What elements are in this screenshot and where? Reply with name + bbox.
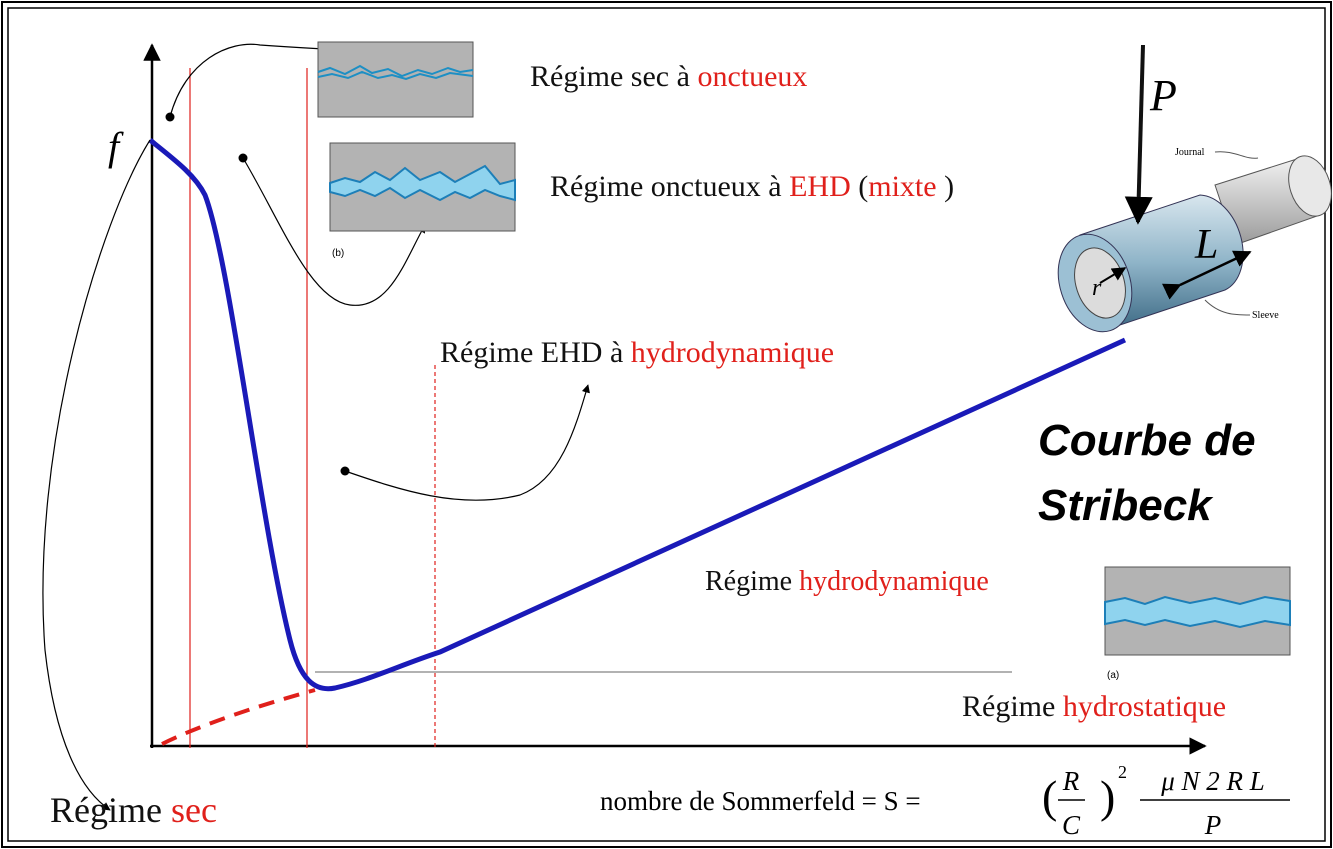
arrow — [42, 139, 151, 811]
label-part: Régime onctueux à — [550, 170, 789, 203]
regime-label: Régime hydrostatique — [962, 690, 1226, 723]
regime-label: Régime onctueux à EHD (mixte ) — [550, 170, 954, 203]
regime-label: Régime EHD à hydrodynamique — [440, 336, 834, 369]
label-part: Régime — [50, 790, 171, 830]
label-part: hydrodynamique — [799, 566, 989, 597]
bearing: P L r Journal Sleeve — [1057, 44, 1332, 333]
label-part: ( — [851, 170, 869, 203]
exponent: 2 — [1118, 762, 1127, 782]
label-part: hydrodynamique — [631, 336, 834, 369]
title: Stribeck — [1038, 481, 1214, 530]
formula: nombre de Sommerfeld = S = ( ) R C 2 μ N… — [600, 762, 1290, 840]
paren: ) — [1100, 771, 1115, 822]
y-axis-label: f — [108, 124, 124, 169]
label-part: ) — [937, 170, 955, 203]
load-label: P — [1149, 71, 1177, 120]
arrow — [242, 157, 426, 306]
regime-label: Régime sec à onctueux — [530, 60, 807, 93]
radius-label: r — [1092, 275, 1102, 301]
formula-lhs: nombre de Sommerfeld = S = — [600, 786, 921, 816]
label-part: EHD — [789, 170, 851, 203]
title: Courbe de — [1038, 416, 1256, 465]
denominator: P — [1204, 810, 1222, 840]
inset-label: (a) — [1107, 670, 1119, 681]
label-part: hydrostatique — [1063, 690, 1226, 723]
length-label: L — [1194, 222, 1218, 268]
inset-mixed: (b) — [329, 142, 516, 259]
arrow — [344, 384, 590, 501]
label-part: Régime — [962, 690, 1063, 723]
stribeck-curve — [148, 138, 1127, 692]
paren: ( — [1042, 771, 1057, 822]
numerator: μ N 2 R L — [1160, 766, 1265, 796]
hydrostatic-curve — [161, 688, 316, 746]
label-part: onctueux — [697, 60, 807, 93]
label-part: Régime — [705, 566, 799, 597]
inset-hydro: (a) — [1104, 566, 1291, 681]
ratio-numerator: R — [1062, 766, 1080, 796]
journal-label: Journal — [1175, 147, 1205, 158]
label-part: mixte — [868, 170, 936, 203]
label-part: sec — [171, 790, 217, 830]
label-part: Régime sec à — [530, 60, 697, 93]
regime-label: Régime sec — [50, 790, 217, 830]
label-part: Régime EHD à — [440, 336, 631, 369]
regime-label: Régime hydrodynamique — [705, 566, 989, 597]
ratio-denominator: C — [1062, 810, 1081, 840]
inset-dry — [317, 41, 474, 118]
sleeve-label: Sleeve — [1252, 310, 1279, 321]
inset-label: (b) — [332, 248, 344, 259]
frame-inner — [7, 7, 1326, 842]
